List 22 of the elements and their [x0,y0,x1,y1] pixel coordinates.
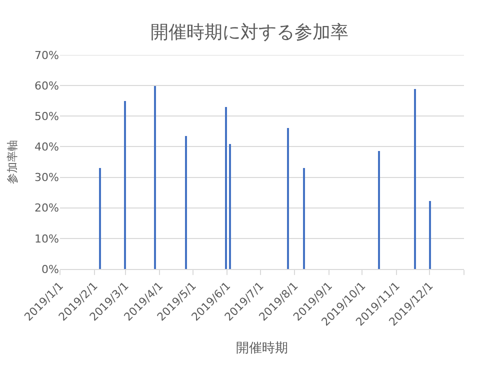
bar [287,128,289,269]
y-tick-label: 20% [34,202,59,215]
y-tick-label: 60% [34,79,59,92]
y-axis-title: 参加率軸 [6,140,20,184]
x-axis-title: 開催時期 [236,341,288,356]
bar [229,144,231,269]
y-tick-label: 10% [34,232,59,246]
bar [99,168,101,269]
bar [378,151,380,269]
bar [429,201,431,269]
bar [225,107,227,269]
y-tick-label: 0% [42,262,59,276]
y-tick-label: 70% [34,48,59,62]
chart-title: 開催時期に対する参加率 [150,22,348,44]
y-tick-label: 30% [34,171,59,184]
bar [154,86,156,269]
bar [124,101,126,269]
bar [185,136,187,269]
bar [303,168,305,269]
y-tick-label: 40% [34,140,59,154]
bar [414,89,416,269]
y-tick-label: 50% [34,110,59,123]
